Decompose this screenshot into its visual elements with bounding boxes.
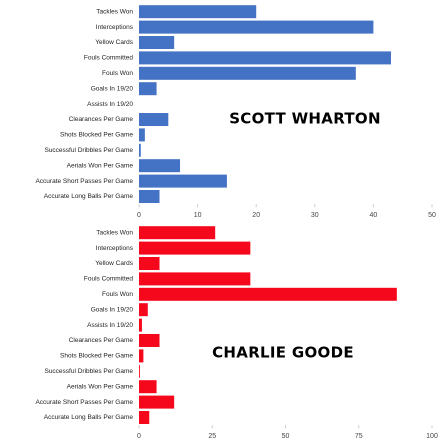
bar <box>139 380 157 394</box>
bar <box>139 303 148 317</box>
bar <box>139 226 216 240</box>
x-tick-label: 50 <box>428 212 436 219</box>
category-label: Aerials Won Per Game <box>67 383 134 390</box>
category-label: Assists In 19/20 <box>87 101 133 108</box>
bar <box>139 395 175 409</box>
category-label: Tackles Won <box>96 8 133 15</box>
category-label: Shots Blocked Per Game <box>60 353 133 360</box>
bar <box>139 318 142 332</box>
bar <box>139 257 160 270</box>
category-label: Yellow Cards <box>95 260 133 267</box>
bar <box>139 411 150 424</box>
x-tick-label: 0 <box>137 433 141 440</box>
bar <box>139 66 356 80</box>
bar <box>139 349 144 363</box>
category-label: Accurate Short Passes Per Game <box>35 399 133 406</box>
category-label: Clearances Per Game <box>69 116 134 123</box>
category-label: Fouls Won <box>102 70 133 77</box>
annotation: SCOTT WHARTON <box>229 110 381 128</box>
category-label: Aerials Won Per Game <box>67 162 134 169</box>
category-label: Clearances Per Game <box>69 337 134 344</box>
bar <box>139 159 181 173</box>
category-label: Fouls Committed <box>84 55 134 62</box>
bar <box>139 272 251 286</box>
annotation: CHARLIE GOODE <box>212 344 354 362</box>
bar <box>139 190 160 203</box>
x-tick-label: 20 <box>252 212 260 219</box>
category-label: Assists In 19/20 <box>87 322 133 329</box>
x-tick-label: 75 <box>355 433 363 440</box>
bar <box>139 334 160 347</box>
category-label: Goals In 19/20 <box>91 306 134 313</box>
category-label: Interceptions <box>96 245 134 252</box>
bar <box>139 287 397 301</box>
category-label: Fouls Won <box>102 291 133 298</box>
category-label: Yellow Cards <box>95 39 133 46</box>
x-tick-label: 0 <box>137 212 141 219</box>
category-label: Shots Blocked Per Game <box>60 132 133 139</box>
bar <box>139 241 251 255</box>
category-label: Fouls Committed <box>84 276 134 283</box>
bar <box>139 143 141 157</box>
category-label: Accurate Short Passes Per Game <box>35 178 133 185</box>
category-label: Accurate Long Balls Per Game <box>44 414 134 421</box>
x-tick-label: 25 <box>208 433 216 440</box>
bar <box>139 364 140 378</box>
bar <box>139 113 169 126</box>
x-tick-label: 40 <box>370 212 378 219</box>
bar <box>139 20 374 34</box>
x-tick-label: 50 <box>282 433 290 440</box>
category-label: Tackles Won <box>96 229 133 236</box>
x-tick-label: 10 <box>194 212 202 219</box>
bar <box>139 36 175 49</box>
category-label: Interceptions <box>96 24 134 31</box>
bar <box>139 174 227 188</box>
category-label: Successful Dribbles Per Game <box>44 368 133 375</box>
x-tick-label: 100 <box>426 433 438 440</box>
bar <box>139 51 391 65</box>
bar <box>139 82 157 96</box>
x-tick-label: 30 <box>311 212 319 219</box>
category-label: Goals In 19/20 <box>91 85 134 92</box>
category-label: Successful Dribbles Per Game <box>44 147 133 154</box>
bar <box>139 5 257 19</box>
category-label: Accurate Long Balls Per Game <box>44 193 134 200</box>
bar <box>139 128 145 142</box>
